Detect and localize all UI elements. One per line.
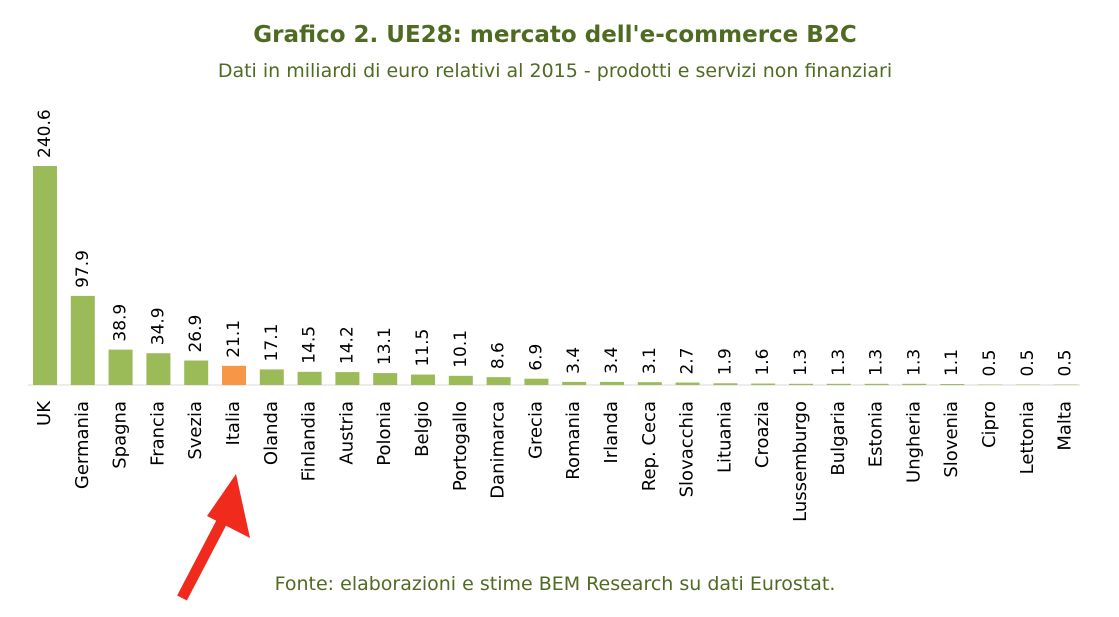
bar [70, 295, 95, 385]
bar [335, 372, 360, 385]
value-label: 0.5 [1056, 349, 1076, 376]
value-label: 1.3 [829, 349, 849, 376]
value-label: 1.1 [942, 349, 962, 376]
value-label: 1.9 [715, 348, 735, 375]
bar [259, 369, 284, 385]
source-note: Fonte: elaborazioni e stime BEM Research… [275, 573, 836, 595]
value-label: 10.1 [451, 330, 471, 368]
x-tick-label: Polonia [374, 401, 395, 466]
chart-title: Grafico 2. UE28: mercato dell'e-commerce… [253, 22, 856, 48]
x-tick-label: Spagna [110, 401, 131, 469]
value-label: 38.9 [111, 304, 131, 342]
x-tick-label: Slovenia [941, 401, 962, 478]
x-tick-label: Irlanda [601, 401, 622, 464]
value-label: 14.2 [337, 326, 357, 364]
value-label: 26.9 [186, 315, 206, 353]
value-label: 11.5 [413, 329, 433, 367]
bar [411, 374, 435, 385]
value-label: 17.1 [262, 324, 282, 362]
value-label: 97.9 [73, 250, 93, 288]
x-tick-label: Lettonia [1017, 401, 1038, 474]
value-label: 3.4 [602, 347, 622, 374]
value-label: 1.3 [867, 349, 887, 376]
value-label: 240.6 [35, 109, 55, 158]
bar [751, 383, 776, 385]
x-tick-label: Italia [223, 401, 244, 445]
value-label: 1.3 [791, 349, 811, 376]
bar [373, 373, 398, 385]
bar [826, 383, 851, 385]
value-label: 2.7 [678, 347, 698, 374]
value-label: 13.1 [375, 327, 395, 365]
bar [637, 382, 662, 385]
value-label: 34.9 [148, 307, 168, 345]
x-tick-label: Austria [336, 401, 357, 465]
bar [448, 375, 473, 385]
bar [902, 383, 927, 385]
x-tick-label: Slovacchia [677, 401, 698, 497]
bar [486, 377, 511, 385]
value-label: 1.6 [753, 348, 773, 375]
arrow-head [207, 474, 250, 538]
bar [184, 360, 209, 385]
bar [864, 383, 889, 385]
x-tick-label: Grecia [525, 401, 546, 459]
bar [675, 382, 700, 385]
x-tick-label: Svezia [185, 401, 206, 460]
bar [789, 383, 813, 385]
bar [713, 383, 738, 385]
value-label: 3.1 [640, 347, 660, 374]
x-tick-label: Lussemburgo [790, 401, 811, 522]
value-label: 14.5 [300, 326, 320, 364]
arrow-shaft [177, 507, 233, 601]
chart-subtitle: Dati in miliardi di euro relativi al 201… [218, 60, 892, 82]
x-tick-label: Finlandia [299, 401, 320, 481]
value-label: 3.4 [564, 347, 584, 374]
bar [940, 383, 965, 385]
bar [33, 166, 57, 385]
value-label: 1.3 [904, 349, 924, 376]
x-tick-label: Portogallo [450, 401, 471, 491]
x-tick-label: Olanda [261, 401, 282, 465]
x-tick-label: Malta [1055, 401, 1076, 451]
bar [146, 353, 171, 385]
x-tick-label: Lituania [714, 401, 735, 473]
x-tick-label: Croazia [752, 401, 773, 468]
x-tick-label: Bulgaria [828, 401, 849, 476]
x-tick-label: Germania [72, 401, 93, 489]
x-tick-label: Belgio [412, 401, 433, 457]
bar [108, 349, 133, 385]
value-label: 21.1 [224, 320, 244, 358]
bar [222, 365, 246, 385]
x-tick-label: Francia [147, 401, 168, 466]
x-tick-label: Romania [563, 401, 584, 480]
x-tick-label: Ungheria [903, 401, 924, 483]
value-label: 8.6 [489, 342, 509, 369]
bar [562, 381, 587, 385]
bar [600, 381, 624, 385]
x-tick-label: Rep. Ceca [639, 401, 660, 491]
x-tick-label: UK [34, 400, 55, 426]
value-label: 0.5 [1018, 349, 1038, 376]
x-tick-label: Estonia [866, 401, 887, 467]
x-tick-label: Danimarca [488, 401, 509, 499]
value-label: 0.5 [980, 349, 1000, 376]
value-label: 6.9 [526, 344, 546, 371]
bar [297, 371, 322, 385]
bar [524, 378, 549, 385]
x-tick-label: Cipro [979, 401, 1000, 448]
